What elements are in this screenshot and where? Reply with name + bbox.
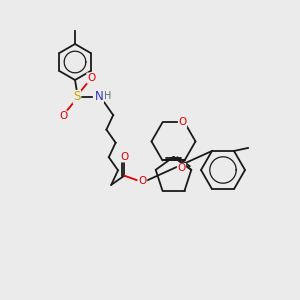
Text: S: S <box>73 91 81 103</box>
Text: H: H <box>104 91 112 101</box>
Text: O: O <box>138 176 147 186</box>
Text: O: O <box>87 73 95 83</box>
Text: O: O <box>120 152 128 162</box>
Text: N: N <box>94 91 103 103</box>
Text: O: O <box>59 111 67 121</box>
Text: O: O <box>178 117 187 128</box>
Text: O: O <box>177 164 186 173</box>
